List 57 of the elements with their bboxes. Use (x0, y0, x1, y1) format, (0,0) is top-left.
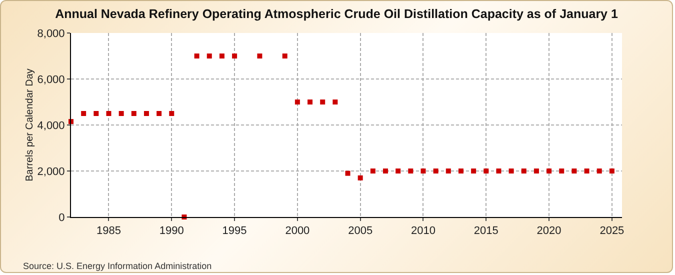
point (584, 168, 590, 174)
x-tick-label: 2005 (348, 225, 373, 238)
y-tick-label: 2,000 (37, 166, 65, 178)
x-tick-label: 2020 (536, 225, 562, 238)
point (521, 168, 526, 174)
point (534, 168, 539, 174)
point (458, 168, 464, 174)
x-tick-label: 1990 (159, 225, 184, 238)
point (446, 168, 451, 174)
point (332, 100, 338, 104)
point (358, 175, 363, 180)
point (94, 111, 99, 116)
point (420, 168, 426, 174)
source-note: Source: U.S. Energy Information Administration (23, 261, 212, 271)
point (294, 100, 300, 104)
point (219, 54, 224, 58)
point (206, 54, 212, 58)
y-tick-label: 6,000 (37, 74, 65, 86)
point (156, 111, 162, 116)
chart-title: Annual Nevada Refinery Operating Atmospheric Crude Oil Distillation Capacity as of January 1 (55, 6, 618, 21)
point (232, 54, 238, 58)
point (118, 111, 124, 116)
point (81, 111, 86, 116)
x-tick-label: 1995 (222, 225, 247, 238)
point (559, 168, 564, 174)
point (408, 168, 414, 174)
point (345, 170, 350, 176)
point (144, 111, 149, 116)
point (546, 168, 552, 174)
point (131, 111, 136, 116)
point (596, 168, 602, 174)
point (106, 111, 112, 116)
point (320, 100, 326, 104)
point (484, 168, 489, 174)
x-tick-label: 2000 (285, 225, 310, 238)
y-axis-title: Barrels per Calendar Day (24, 68, 36, 182)
point (396, 168, 401, 174)
x-tick-label: 1985 (96, 225, 121, 238)
x-tick-label: 2010 (411, 225, 436, 238)
point (433, 168, 438, 174)
point (508, 168, 514, 174)
point (282, 54, 288, 58)
point (383, 168, 388, 174)
point (609, 168, 614, 174)
y-tick-label: 0 (58, 212, 65, 224)
y-tick-label: 8,000 (37, 28, 65, 40)
point (370, 168, 376, 174)
point (471, 168, 476, 174)
y-tick-label: 4,000 (37, 120, 65, 132)
point (308, 100, 313, 104)
point (169, 111, 174, 116)
point (194, 54, 200, 58)
x-tick-label: 2015 (474, 225, 498, 238)
point (572, 168, 577, 174)
x-tick-label: 2025 (600, 225, 624, 238)
point (257, 54, 262, 58)
point (496, 168, 502, 174)
